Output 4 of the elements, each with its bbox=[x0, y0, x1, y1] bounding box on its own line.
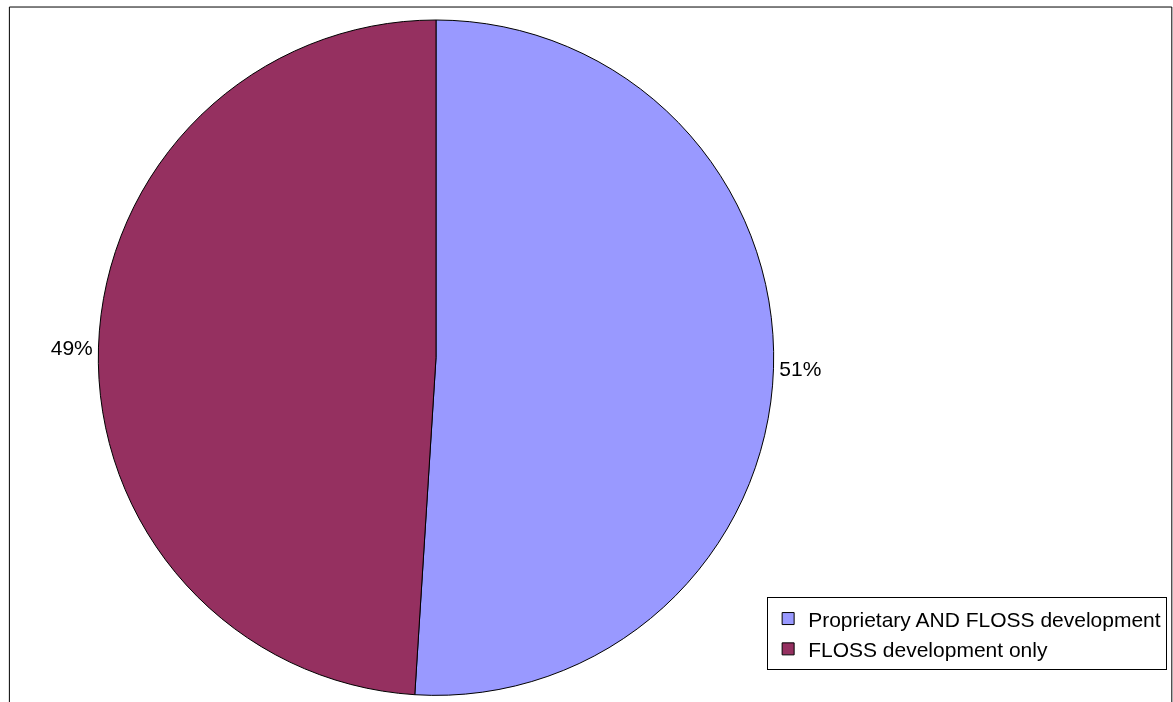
legend-label: FLOSS development only bbox=[808, 638, 1048, 662]
data-label: 51% bbox=[779, 356, 822, 380]
legend-label: Proprietary AND FLOSS development bbox=[808, 607, 1161, 631]
data-label: 49% bbox=[50, 335, 93, 359]
